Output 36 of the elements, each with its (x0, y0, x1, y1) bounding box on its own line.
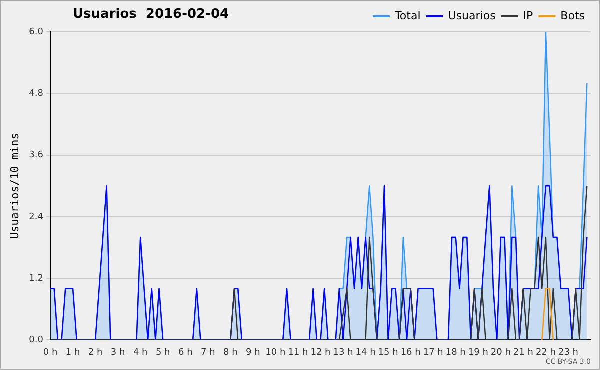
y-axis-title: Usuarios/10 mins (8, 133, 22, 240)
y-tick-label: 4.8 (29, 88, 44, 99)
x-tick-label: 9 h (246, 348, 260, 358)
x-tick-label: 0 h (43, 348, 58, 358)
x-tick-label: 10 h (266, 348, 286, 358)
chart-title: Usuarios 2016-02-04 (73, 7, 230, 22)
x-tick-label: 2 h (88, 348, 103, 358)
y-tick-label: 2.4 (29, 212, 44, 222)
x-tick-label: 5 h (156, 348, 170, 358)
x-tick-label: 14 h (356, 348, 376, 358)
x-tick-label: 15 h (378, 348, 398, 358)
y-tick-label: 1.2 (29, 274, 44, 284)
y-tick-label: 3.6 (29, 150, 44, 161)
x-tick-label: 20 h (490, 348, 511, 358)
x-tick-label: 23 h (558, 348, 578, 358)
x-tick-label: 19 h (468, 348, 488, 358)
x-tick-label: 13 h (333, 348, 354, 358)
x-tick-label: 17 h (423, 348, 444, 358)
x-tick-label: 7 h (201, 348, 216, 358)
x-tick-label: 3 h (110, 348, 126, 358)
x-tick-label: 18 h (446, 348, 466, 358)
x-tick-label: 4 h (133, 348, 148, 358)
x-tick-label: 8 h (224, 348, 238, 358)
y-tick-label: 6.0 (29, 27, 44, 38)
x-tick-label: 12 h (310, 348, 331, 358)
x-tick-label: 16 h (400, 348, 421, 358)
x-tick-label: 6 h (178, 348, 193, 358)
x-tick-label: 11 h (288, 348, 308, 358)
x-tick-label: 1 h (66, 348, 80, 358)
legend-label: Usuarios (448, 9, 496, 22)
x-tick-label: 21 h (513, 348, 534, 358)
x-tick-label: 22 h (536, 348, 556, 358)
legend-label: IP (523, 9, 534, 22)
legend-label: Bots (560, 9, 586, 22)
y-tick-label: 0.0 (29, 336, 44, 346)
legend-label: Total (394, 9, 421, 22)
